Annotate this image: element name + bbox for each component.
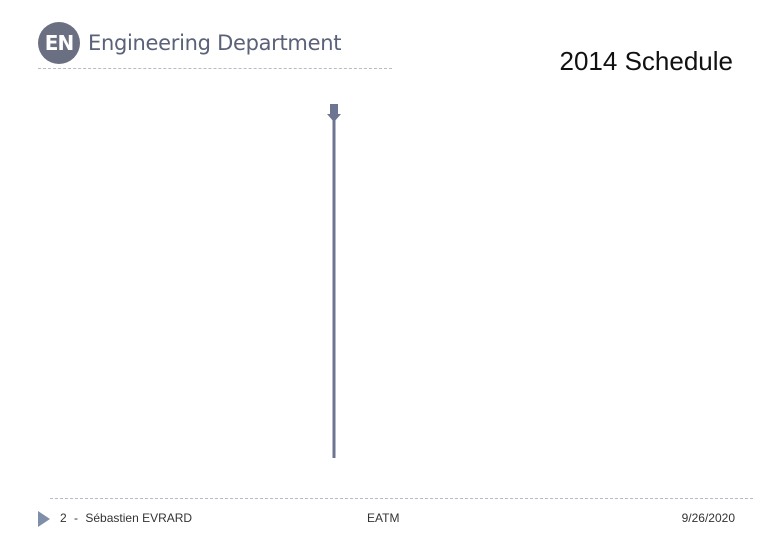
- timeline-line: [332, 118, 336, 458]
- department-logo: EN Engineering Department: [38, 22, 341, 64]
- footer-center-label: EATM: [367, 511, 400, 525]
- slide-title: 2014 Schedule: [559, 46, 733, 76]
- triangle-right-icon: [38, 511, 50, 527]
- page-number: 2: [60, 511, 67, 525]
- logo-text: Engineering Department: [88, 31, 342, 55]
- footer-separator: -: [74, 511, 79, 525]
- footer-divider: [50, 498, 753, 499]
- logo-mark: EN: [38, 22, 80, 64]
- timeline: [327, 104, 341, 458]
- header-divider: [38, 68, 392, 69]
- author-name: Sébastien EVRARD: [85, 511, 193, 525]
- footer-date: 9/26/2020: [681, 511, 735, 525]
- footer-page-author: 2 - Sébastien EVRARD: [60, 511, 192, 525]
